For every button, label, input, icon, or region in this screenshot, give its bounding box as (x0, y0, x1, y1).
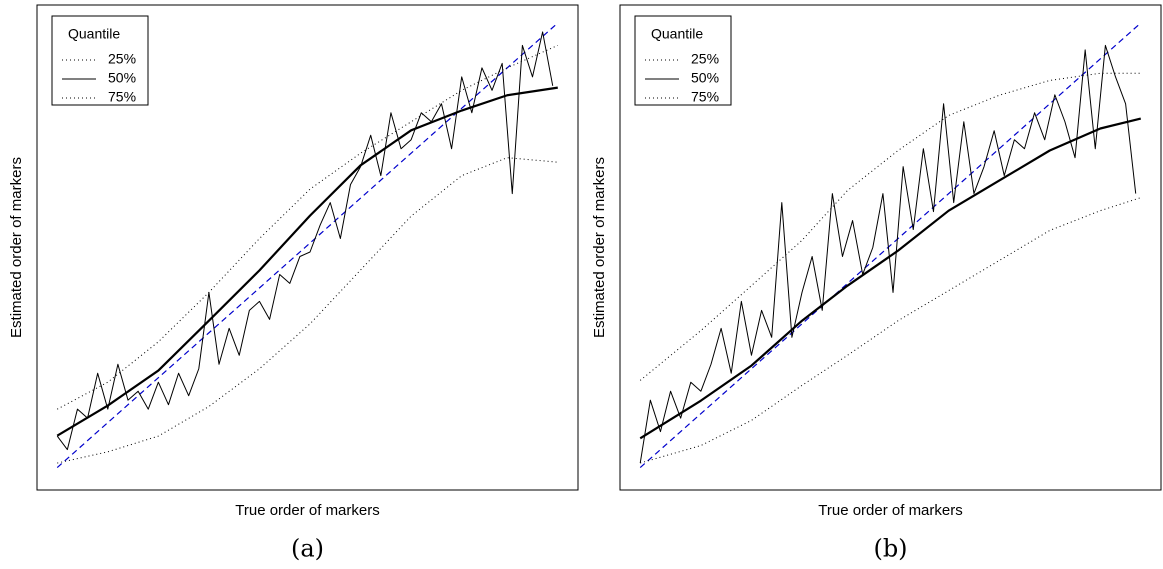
series-line (639, 117, 1142, 440)
legend-title: Quantile (68, 26, 120, 42)
caption: (a) (291, 535, 324, 563)
plot-frame (619, 4, 1162, 491)
plot-frame (36, 4, 579, 491)
panel: True order of markers Estimated order of … (591, 4, 1162, 563)
identity-line (56, 22, 559, 468)
identity-line (639, 22, 1142, 468)
legend-label: 75% (108, 89, 136, 105)
legend-label: 25% (108, 51, 136, 67)
x-axis-label: True order of markers (235, 502, 380, 519)
legend-box (51, 15, 149, 106)
caption: (b) (873, 535, 907, 563)
series-line (640, 197, 1141, 464)
legend-label: 50% (691, 70, 719, 86)
panel: True order of markers Estimated order of … (8, 4, 579, 563)
series-line (56, 44, 558, 410)
series-line (57, 157, 558, 464)
series-line (639, 72, 1141, 381)
y-axis-label: Estimated order of markers (8, 157, 25, 338)
legend-box (634, 15, 732, 106)
x-axis-label: True order of markers (818, 502, 963, 519)
series-line (56, 86, 558, 437)
legend-label: 75% (691, 89, 719, 105)
series-line (639, 44, 1137, 464)
legend-label: 50% (108, 70, 136, 86)
y-axis-label: Estimated order of markers (591, 157, 608, 338)
legend-label: 25% (691, 51, 719, 67)
legend-title: Quantile (651, 26, 703, 42)
